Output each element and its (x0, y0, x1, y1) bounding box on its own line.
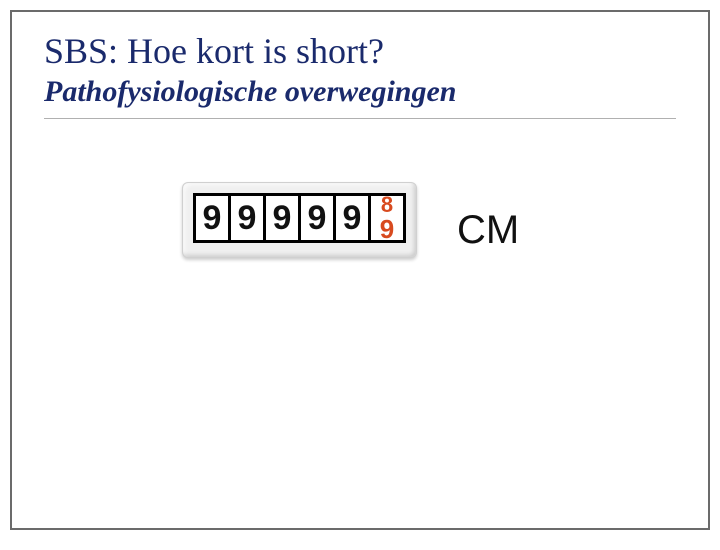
slide-title: SBS: Hoe kort is short? (44, 32, 676, 72)
odometer-digit: 9 (301, 196, 333, 240)
odometer-digit: 9 (231, 196, 263, 240)
odometer-digit: 9 (196, 196, 228, 240)
odometer-digit: 9 (266, 196, 298, 240)
unit-label: CM (457, 208, 519, 253)
rolling-bottom: 9 (380, 221, 394, 238)
content-row: 9 9 9 9 9 8 9 CM (182, 182, 519, 258)
odometer-counter: 9 9 9 9 9 8 9 (193, 193, 406, 243)
odometer-shell: 9 9 9 9 9 8 9 (182, 182, 417, 258)
slide-subtitle: Pathofysiologische overwegingen (44, 74, 676, 110)
rolling-top: 8 (381, 198, 393, 212)
title-divider (44, 118, 676, 119)
slide-frame: SBS: Hoe kort is short? Pathofysiologisc… (10, 10, 710, 530)
odometer-digit: 9 (336, 196, 368, 240)
odometer-digit-rolling: 8 9 (371, 196, 403, 240)
